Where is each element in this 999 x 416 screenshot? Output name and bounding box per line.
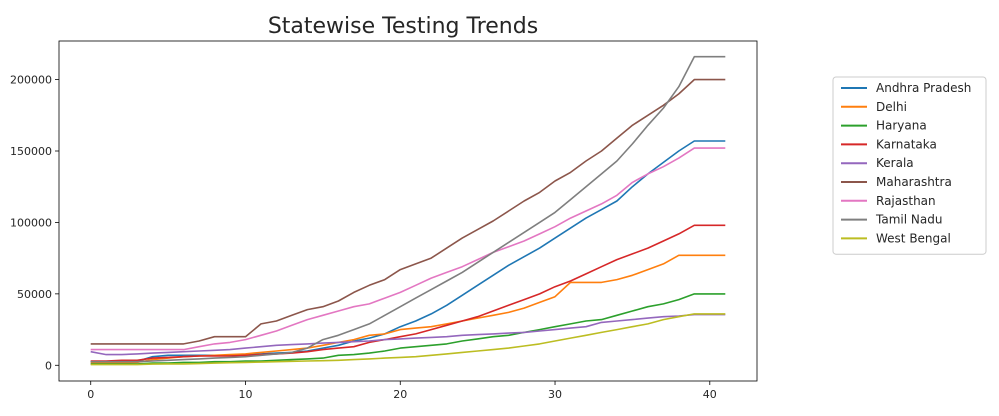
x-tick-label: 40 bbox=[703, 388, 717, 401]
chart-title: Statewise Testing Trends bbox=[268, 14, 538, 39]
y-tick-label: 150000 bbox=[10, 145, 52, 158]
x-tick-label: 10 bbox=[238, 388, 252, 401]
legend-label-karnataka: Karnataka bbox=[876, 137, 937, 151]
series-line-maharashtra bbox=[90, 78, 726, 345]
legend-label-kerala: Kerala bbox=[876, 156, 914, 170]
y-tick-label: 50000 bbox=[17, 288, 52, 301]
legend-label-tamil-nadu: Tamil Nadu bbox=[875, 213, 942, 227]
legend-label-andhra-pradesh: Andhra Pradesh bbox=[876, 81, 971, 95]
series-line-west-bengal bbox=[90, 313, 726, 366]
series-line-kerala bbox=[90, 313, 726, 356]
plot-frame bbox=[58, 40, 758, 382]
legend-label-delhi: Delhi bbox=[876, 100, 907, 114]
y-tick-label: 100000 bbox=[10, 216, 52, 229]
legend-label-haryana: Haryana bbox=[876, 119, 927, 133]
legend-box bbox=[832, 76, 987, 255]
series-line-rajasthan bbox=[90, 147, 726, 351]
series-line-tamil-nadu bbox=[90, 55, 726, 363]
legend-label-maharashtra: Maharashtra bbox=[876, 175, 952, 189]
series-line-karnataka bbox=[90, 224, 726, 362]
y-tick-label: 0 bbox=[45, 359, 52, 372]
x-tick-label: 0 bbox=[87, 388, 94, 401]
legend-label-west-bengal: West Bengal bbox=[876, 231, 951, 245]
x-tick-label: 20 bbox=[393, 388, 407, 401]
y-tick-label: 200000 bbox=[10, 74, 52, 87]
legend: Andhra Pradesh Delhi Haryana Karnataka Keral… bbox=[832, 76, 987, 255]
plot-area: 0 10 20 30 40 0 50000 100000 150000 200000 bbox=[10, 40, 758, 401]
legend-label-rajasthan: Rajasthan bbox=[876, 194, 936, 208]
series-line-haryana bbox=[90, 293, 726, 365]
series-line-andhra-pradesh bbox=[90, 140, 726, 363]
x-tick-label: 30 bbox=[548, 388, 562, 401]
